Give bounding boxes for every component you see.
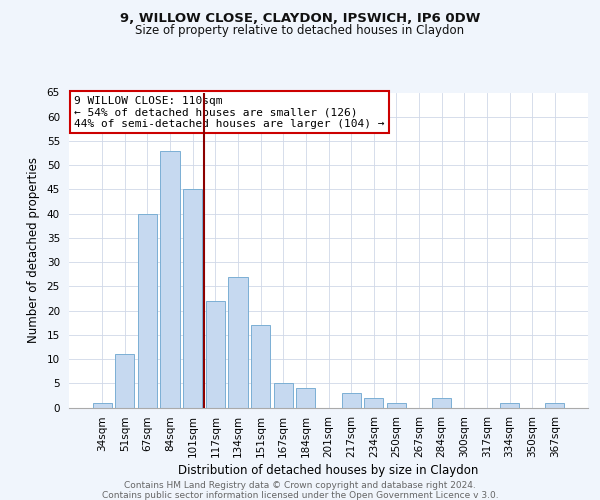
Bar bbox=[183, 190, 202, 408]
Text: 9 WILLOW CLOSE: 110sqm
← 54% of detached houses are smaller (126)
44% of semi-de: 9 WILLOW CLOSE: 110sqm ← 54% of detached… bbox=[74, 96, 385, 129]
Bar bbox=[138, 214, 157, 408]
Bar bbox=[160, 150, 180, 408]
Bar bbox=[387, 402, 406, 407]
Text: Contains HM Land Registry data © Crown copyright and database right 2024.: Contains HM Land Registry data © Crown c… bbox=[124, 481, 476, 490]
Bar bbox=[545, 402, 565, 407]
Bar bbox=[364, 398, 383, 407]
Bar bbox=[500, 402, 519, 407]
Text: Size of property relative to detached houses in Claydon: Size of property relative to detached ho… bbox=[136, 24, 464, 37]
Bar bbox=[115, 354, 134, 408]
Bar bbox=[92, 402, 112, 407]
X-axis label: Distribution of detached houses by size in Claydon: Distribution of detached houses by size … bbox=[178, 464, 479, 477]
Bar bbox=[229, 276, 248, 407]
Bar bbox=[432, 398, 451, 407]
Text: 9, WILLOW CLOSE, CLAYDON, IPSWICH, IP6 0DW: 9, WILLOW CLOSE, CLAYDON, IPSWICH, IP6 0… bbox=[120, 12, 480, 26]
Bar bbox=[296, 388, 316, 407]
Bar bbox=[206, 301, 225, 408]
Text: Contains public sector information licensed under the Open Government Licence v : Contains public sector information licen… bbox=[101, 491, 499, 500]
Bar bbox=[274, 384, 293, 407]
Bar bbox=[251, 325, 270, 407]
Bar bbox=[341, 393, 361, 407]
Y-axis label: Number of detached properties: Number of detached properties bbox=[27, 157, 40, 343]
